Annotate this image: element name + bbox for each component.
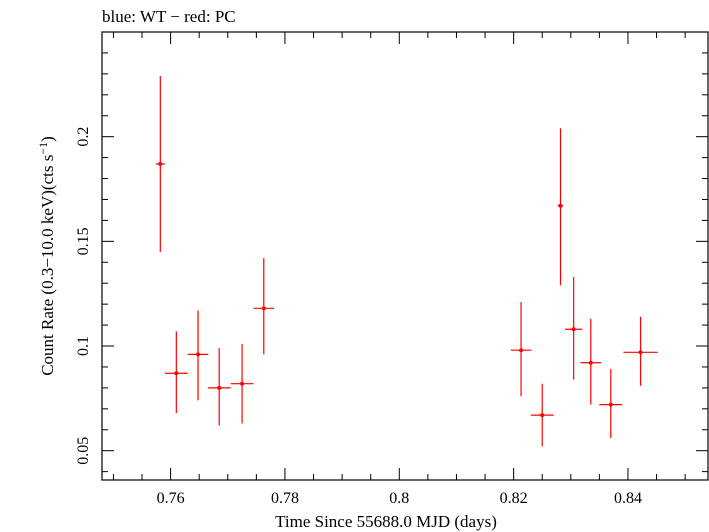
y-axis-label-sup: −1 <box>36 142 50 155</box>
point-marker <box>174 371 179 376</box>
data-point-1 <box>164 331 188 414</box>
data-point-10 <box>580 318 602 405</box>
y-tick-label: 0.15 <box>75 227 92 255</box>
point-marker <box>558 203 563 208</box>
y-tick-label: 0.05 <box>75 437 92 465</box>
data-point-4 <box>230 343 254 424</box>
point-marker <box>638 350 643 355</box>
y-axis-label-main: Count Rate (0.3−10.0 keV)(cts s <box>38 155 57 376</box>
chart-title: blue: WT − red: PC <box>102 7 236 26</box>
y-tick-label: 0.1 <box>75 336 92 356</box>
data-point-5 <box>253 258 275 355</box>
x-tick-label: 0.8 <box>389 490 409 507</box>
point-marker <box>217 385 222 390</box>
axis-ticks <box>102 31 708 480</box>
data-point-11 <box>599 369 623 439</box>
data-point-6 <box>510 302 532 397</box>
point-marker <box>571 327 576 332</box>
point-marker <box>158 161 163 166</box>
point-marker <box>608 402 613 407</box>
y-axis-label: Count Rate (0.3−10.0 keV)(cts s−1) <box>36 136 57 376</box>
data-points <box>155 75 658 447</box>
x-tick-label: 0.78 <box>271 490 299 507</box>
point-marker <box>196 352 201 357</box>
y-axis-label-end: ) <box>38 136 57 142</box>
data-point-3 <box>207 348 231 426</box>
plot-frame <box>101 31 709 481</box>
y-tick-label: 0.2 <box>75 127 92 147</box>
data-point-7 <box>530 383 554 447</box>
point-marker <box>261 306 266 311</box>
x-axis-label: Time Since 55688.0 MJD (days) <box>275 512 497 531</box>
data-point-0 <box>155 75 165 252</box>
point-marker <box>519 348 524 353</box>
axis-tick-labels: 0.76 0.78 0.8 0.82 0.84 0.05 0.1 0.15 0.2 <box>75 127 642 507</box>
point-marker <box>540 413 545 418</box>
data-point-12 <box>623 316 658 386</box>
data-point-9 <box>565 276 583 380</box>
x-tick-label: 0.82 <box>500 490 528 507</box>
point-marker <box>588 360 593 365</box>
x-tick-label: 0.76 <box>157 490 185 507</box>
x-tick-label: 0.84 <box>614 490 642 507</box>
point-marker <box>240 381 245 386</box>
data-point-2 <box>187 310 209 401</box>
data-point-8 <box>557 128 564 286</box>
